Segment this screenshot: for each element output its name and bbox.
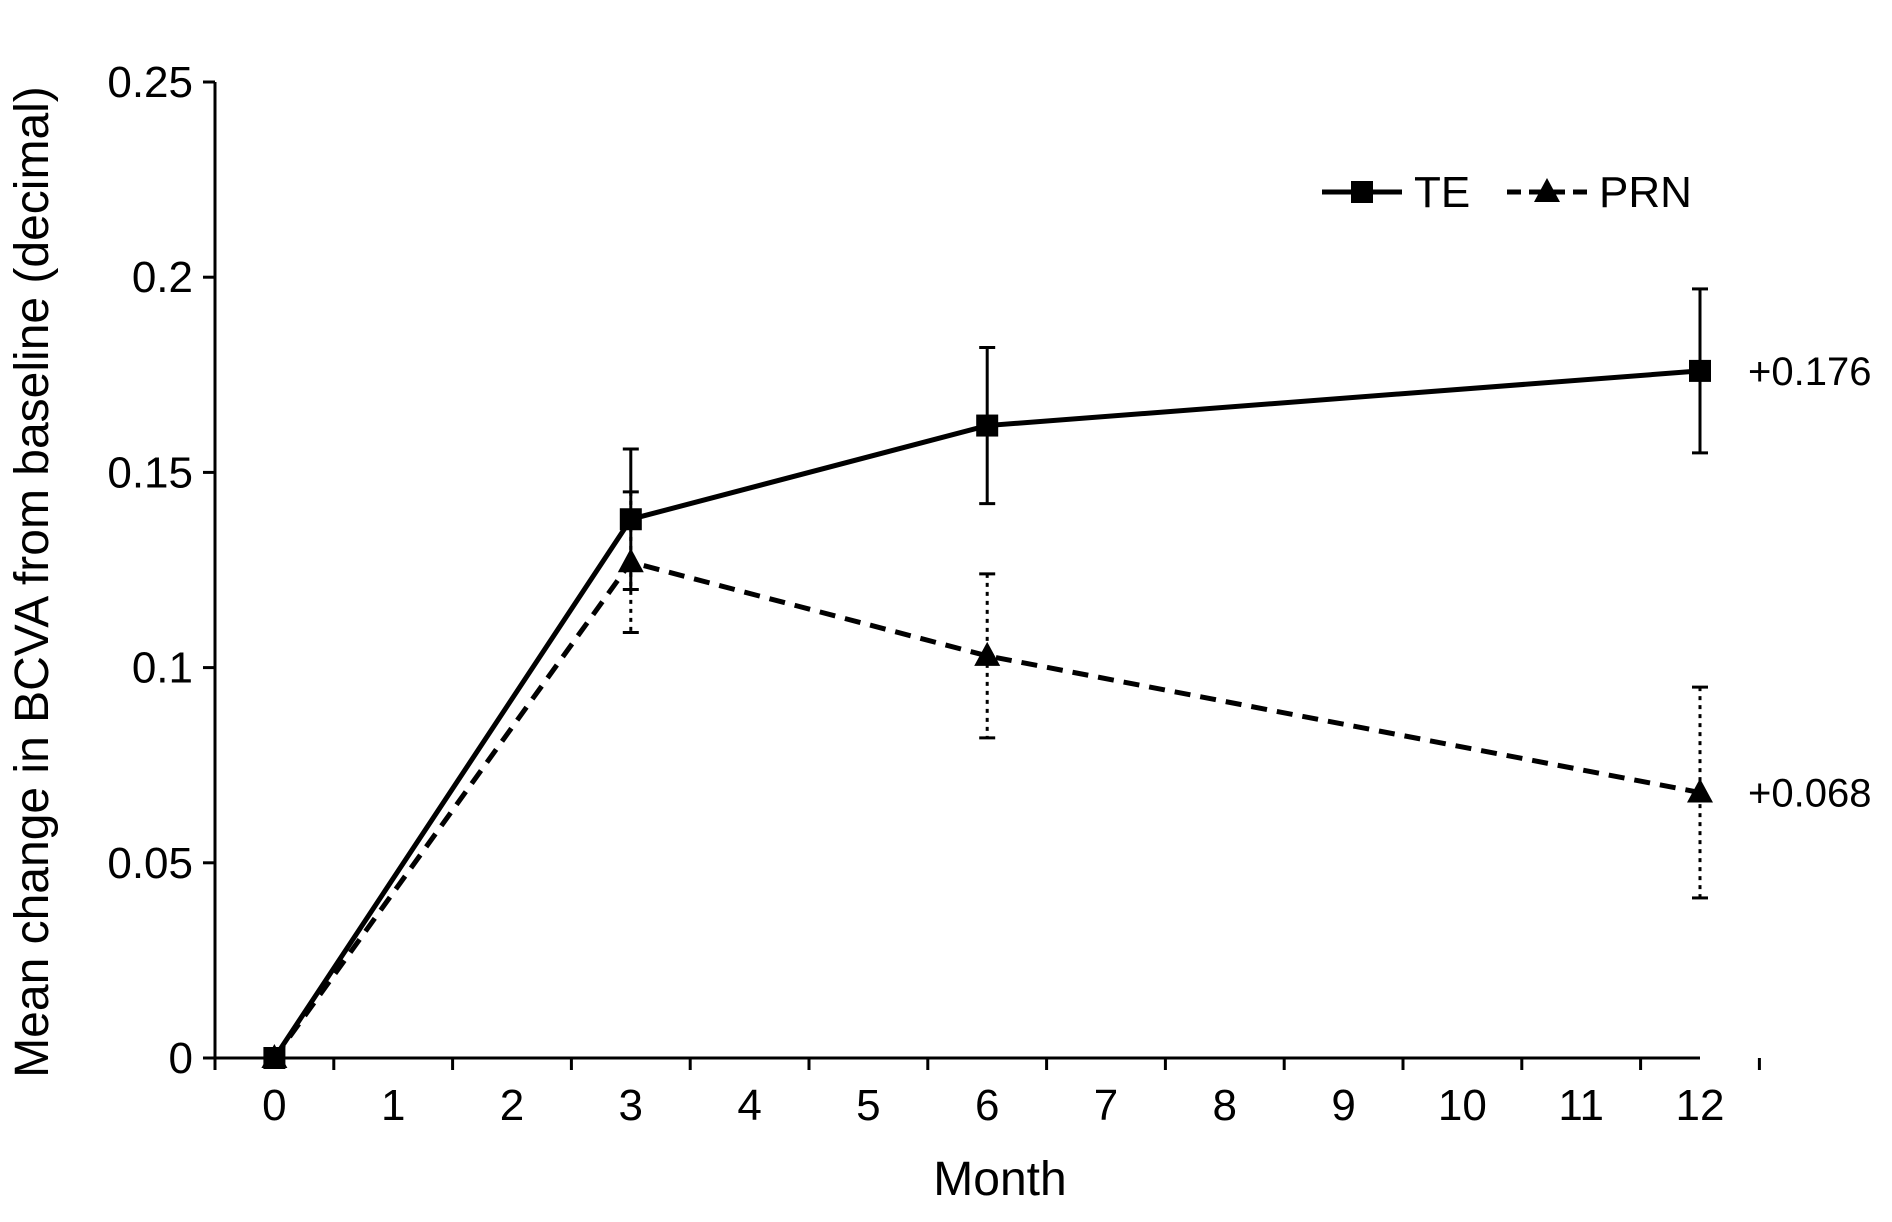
x-axis-title: Month — [933, 1153, 1066, 1206]
x-tick-label: 6 — [975, 1081, 999, 1130]
series-prn — [261, 490, 1713, 1068]
legend-marker-square — [1351, 181, 1373, 203]
x-tick-label: 1 — [381, 1081, 405, 1130]
y-tick-label: 0.15 — [107, 448, 193, 497]
x-tick-label: 3 — [619, 1081, 643, 1130]
series-layer — [261, 287, 1713, 1069]
legend-label: PRN — [1599, 168, 1692, 217]
end-value-label: +0.176 — [1748, 350, 1871, 394]
legend-label: TE — [1414, 168, 1470, 217]
data-point-triangle — [617, 548, 644, 573]
x-tick-label: 11 — [1558, 1081, 1604, 1130]
legend-marker-triangle — [1534, 178, 1560, 202]
y-tick-label: 0.25 — [107, 58, 193, 107]
end-value-label: +0.068 — [1748, 772, 1871, 816]
data-point-triangle — [1687, 778, 1713, 803]
y-tick-label: 0.05 — [107, 839, 193, 888]
axes: 00.050.10.150.20.250 1 2 3 4 5 6 7 8 9 10 11 12 — [107, 58, 1761, 1130]
series-line-prn — [272, 559, 1701, 1060]
data-point-triangle — [261, 1044, 288, 1068]
x-tick-label: 9 — [1331, 1081, 1355, 1130]
x-tick-label: 12 — [1676, 1081, 1725, 1130]
series-te — [263, 287, 1711, 1069]
x-tick-label: 5 — [856, 1081, 880, 1130]
x-tick-label: 7 — [1094, 1081, 1118, 1130]
data-point-square — [976, 414, 999, 437]
y-tick-label: 0.2 — [132, 253, 193, 302]
x-tick-label: 2 — [500, 1081, 524, 1130]
legend-item-te: TE — [1322, 168, 1470, 217]
data-point-square — [1689, 359, 1711, 382]
annotation-layer: +0.176 +0.068 — [1748, 350, 1871, 816]
y-axis-title: Mean change in BCVA from baseline (decim… — [6, 86, 59, 1078]
legend-item-prn: PRN — [1507, 168, 1692, 217]
series-line-te — [272, 368, 1701, 1060]
y-tick-label: 0.1 — [132, 644, 193, 693]
x-tick-label: 10 — [1438, 1081, 1487, 1130]
data-point-triangle — [974, 641, 1001, 666]
legend: TE PRN — [1322, 168, 1692, 217]
x-tick-label: 8 — [1213, 1081, 1237, 1130]
x-tick-label: 4 — [737, 1081, 761, 1130]
x-tick-label: 0 — [262, 1081, 286, 1130]
y-tick-label: 0 — [169, 1034, 193, 1083]
